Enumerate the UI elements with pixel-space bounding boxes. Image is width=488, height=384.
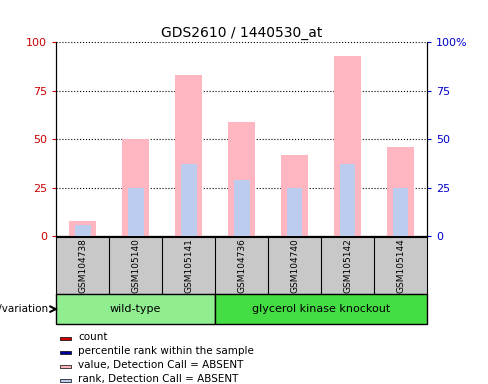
Text: GSM104740: GSM104740	[290, 238, 299, 293]
Bar	[175, 75, 202, 236]
Text: glycerol kinase knockout: glycerol kinase knockout	[252, 304, 390, 314]
Bar	[75, 225, 91, 236]
Text: rank, Detection Call = ABSENT: rank, Detection Call = ABSENT	[78, 374, 239, 384]
Bar	[56, 294, 215, 324]
Text: value, Detection Call = ABSENT: value, Detection Call = ABSENT	[78, 361, 244, 371]
Bar	[215, 294, 427, 324]
Bar	[69, 221, 96, 236]
Title: GDS2610 / 1440530_at: GDS2610 / 1440530_at	[161, 26, 322, 40]
Bar	[392, 188, 408, 236]
Bar	[128, 188, 143, 236]
Bar	[234, 180, 249, 236]
Text: wild-type: wild-type	[110, 304, 161, 314]
Text: genotype/variation: genotype/variation	[0, 304, 49, 314]
Bar	[340, 164, 355, 236]
Bar	[183, 75, 194, 236]
Bar	[60, 365, 71, 368]
Bar	[60, 337, 71, 340]
Bar	[181, 164, 197, 236]
Bar	[342, 164, 353, 236]
Text: GSM105140: GSM105140	[131, 238, 140, 293]
Bar	[334, 56, 361, 236]
Bar	[60, 351, 71, 354]
Text: GSM105141: GSM105141	[184, 238, 193, 293]
Bar	[281, 155, 308, 236]
Text: percentile rank within the sample: percentile rank within the sample	[78, 346, 254, 356]
Text: GSM105142: GSM105142	[343, 238, 352, 293]
Bar	[387, 147, 414, 236]
Text: count: count	[78, 333, 108, 343]
Bar	[122, 139, 149, 236]
Bar	[286, 188, 303, 236]
Bar	[183, 164, 194, 236]
Text: GSM105144: GSM105144	[396, 238, 405, 293]
Text: GSM104736: GSM104736	[237, 238, 246, 293]
Text: GSM104738: GSM104738	[78, 238, 87, 293]
Bar	[60, 379, 71, 382]
Bar	[228, 122, 255, 236]
